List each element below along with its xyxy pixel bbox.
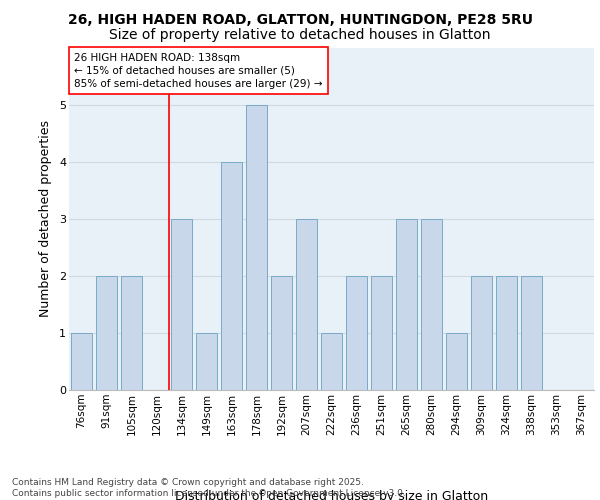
Text: 26 HIGH HADEN ROAD: 138sqm
← 15% of detached houses are smaller (5)
85% of semi-: 26 HIGH HADEN ROAD: 138sqm ← 15% of deta…	[74, 52, 323, 89]
Bar	[471, 276, 492, 390]
Bar	[396, 219, 417, 390]
Text: 26, HIGH HADEN ROAD, GLATTON, HUNTINGDON, PE28 5RU: 26, HIGH HADEN ROAD, GLATTON, HUNTINGDON…	[67, 12, 533, 26]
Text: Contains HM Land Registry data © Crown copyright and database right 2025.
Contai: Contains HM Land Registry data © Crown c…	[12, 478, 406, 498]
Bar	[321, 333, 342, 390]
Bar	[521, 276, 542, 390]
Bar	[71, 333, 92, 390]
Bar	[496, 276, 517, 390]
Bar	[446, 333, 467, 390]
Bar	[171, 219, 192, 390]
Bar	[196, 333, 217, 390]
X-axis label: Distribution of detached houses by size in Glatton: Distribution of detached houses by size …	[175, 490, 488, 500]
Bar	[246, 104, 267, 390]
Text: Size of property relative to detached houses in Glatton: Size of property relative to detached ho…	[109, 28, 491, 42]
Bar	[421, 219, 442, 390]
Bar	[271, 276, 292, 390]
Bar	[371, 276, 392, 390]
Bar	[296, 219, 317, 390]
Bar	[121, 276, 142, 390]
Bar	[346, 276, 367, 390]
Bar	[221, 162, 242, 390]
Y-axis label: Number of detached properties: Number of detached properties	[39, 120, 52, 318]
Bar	[96, 276, 117, 390]
